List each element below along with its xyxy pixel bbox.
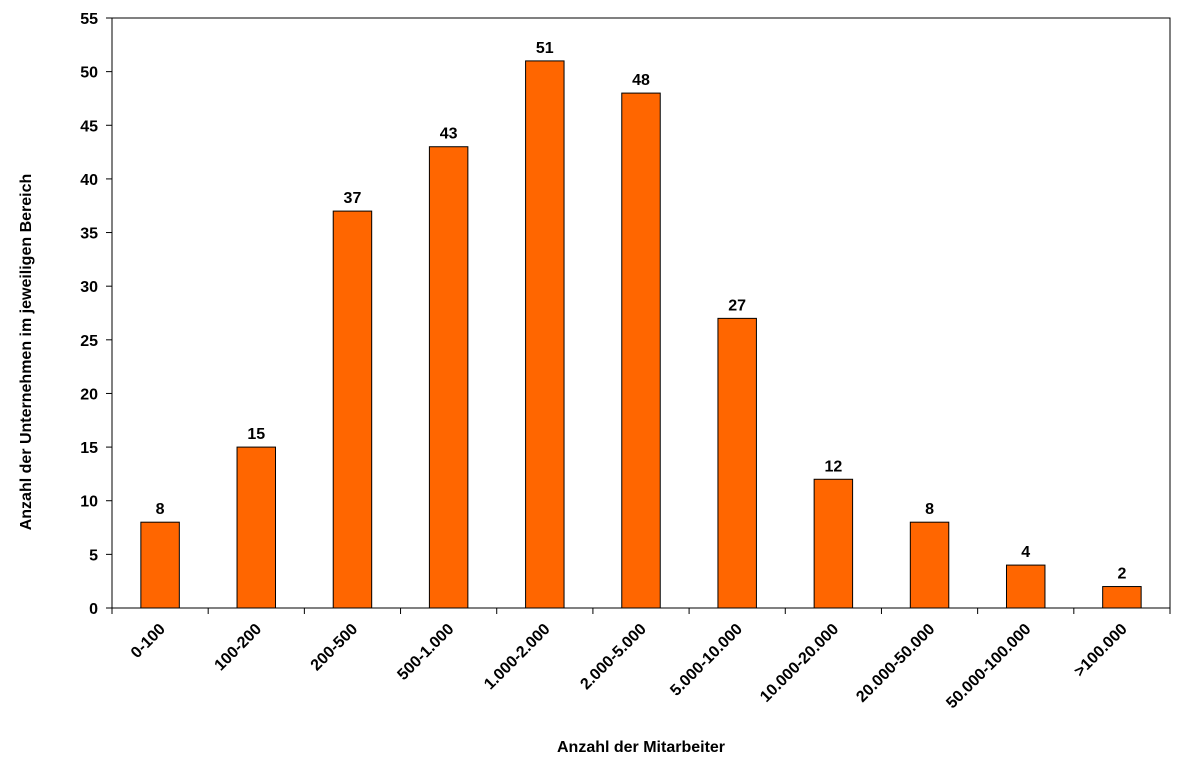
- y-tick-label: 25: [80, 333, 98, 350]
- bar-500-1.000: [428, 146, 469, 609]
- y-tick-label: 20: [80, 386, 98, 403]
- y-tick-label: 0: [89, 601, 98, 618]
- bar->100.000: [1102, 586, 1142, 609]
- x-tick-label: 1.000-2.000: [481, 621, 553, 693]
- x-tick-label: 200-500: [308, 621, 362, 675]
- bar-20.000-50.000: [909, 521, 950, 609]
- y-tick-label: 35: [80, 226, 98, 243]
- data-label: 15: [247, 426, 265, 443]
- data-label: 4: [1021, 544, 1030, 561]
- x-tick-label: 5.000-10.000: [667, 621, 746, 700]
- data-label: 8: [925, 501, 934, 518]
- y-tick-label: 30: [80, 279, 98, 296]
- x-tick-label: 10.000-20.000: [757, 621, 842, 706]
- x-tick-label: 500-1.000: [394, 621, 457, 684]
- data-label: 8: [156, 501, 165, 518]
- y-axis-ticks: 0 5 10 15 20 25 30 35 40 45 50 55: [80, 11, 112, 618]
- data-label: 48: [632, 72, 650, 89]
- bar-100-200: [236, 446, 277, 609]
- bar-200-500: [332, 210, 373, 609]
- data-label: 27: [728, 297, 746, 314]
- data-label: 37: [344, 190, 362, 207]
- x-tick-label: 20.000-50.000: [853, 621, 938, 706]
- x-tick-label: 50.000-100.000: [943, 621, 1034, 712]
- x-axis-title: Anzahl der Mitarbeiter: [557, 739, 725, 756]
- y-tick-label: 50: [80, 65, 98, 82]
- y-tick-label: 5: [89, 547, 98, 564]
- bar-2.000-5.000: [621, 92, 661, 609]
- bar-1.000-2.000: [525, 60, 565, 609]
- bar-50.000-100.000: [1005, 564, 1046, 609]
- x-tick-label: >100.000: [1071, 621, 1131, 681]
- x-tick-label: 0-100: [128, 621, 169, 662]
- y-tick-label: 55: [80, 11, 98, 28]
- data-label: 2: [1117, 566, 1126, 583]
- plot-area-frame: [111, 17, 1171, 609]
- x-tick-label: 100-200: [212, 621, 266, 675]
- y-tick-label: 10: [80, 494, 98, 511]
- data-labels: 8 15 37 43 51 48 27 12 8 4 2: [156, 40, 1127, 583]
- bar-5.000-10.000: [717, 317, 757, 609]
- y-tick-label: 45: [80, 118, 98, 135]
- y-tick-label: 40: [80, 172, 98, 189]
- x-tick-label: 2.000-5.000: [577, 621, 649, 693]
- y-axis-title: Anzahl der Unternehmen im jeweiligen Ber…: [18, 174, 35, 531]
- x-axis-ticks: 0-100 100-200 200-500 500-1.000 1.000-2.000 2…: [111, 608, 1171, 712]
- y-tick-label: 15: [80, 440, 98, 457]
- bars: [140, 60, 1142, 609]
- bar-0-100: [140, 521, 180, 609]
- data-label: 12: [824, 458, 842, 475]
- data-label: 51: [536, 40, 554, 57]
- data-label: 43: [440, 126, 458, 143]
- bar-10.000-20.000: [813, 478, 854, 609]
